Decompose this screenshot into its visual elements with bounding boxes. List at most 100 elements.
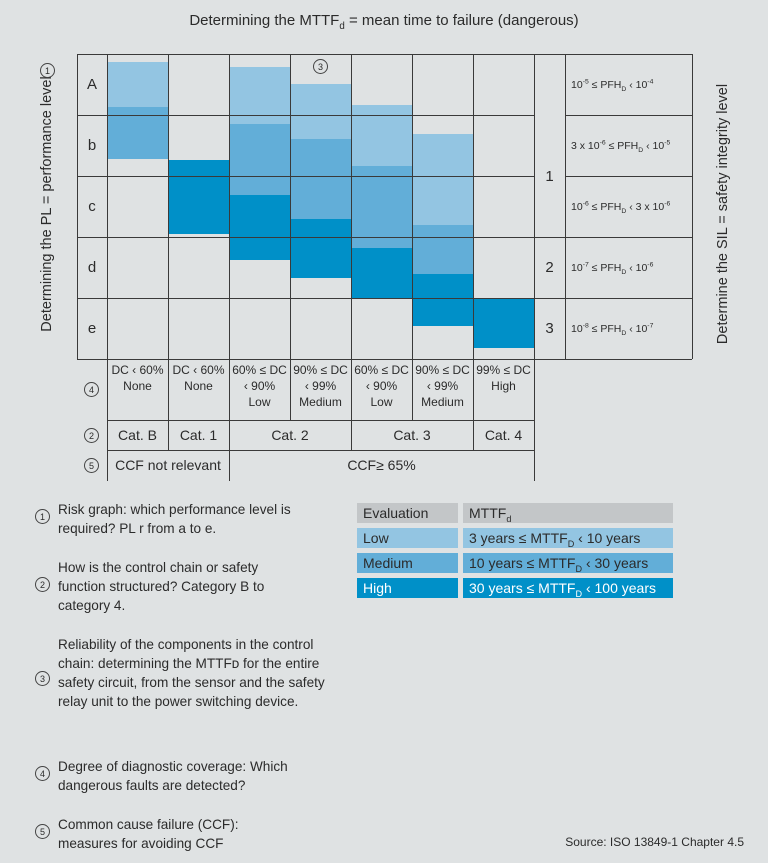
category-4: Cat. 4 (484, 427, 523, 443)
legend-header-evaluation: Evaluation (357, 503, 458, 523)
pfh-range: 3 x 10-6 ≤ PFHD ‹ 10-5 (571, 139, 671, 154)
legend-range: 30 years ≤ MTTFD ‹ 100 years (463, 578, 673, 598)
grid-line (534, 54, 535, 481)
pfh-range: 10-7 ≤ PFHD ‹ 10-6 (571, 261, 654, 276)
sil-2: 2 (545, 259, 554, 276)
grid-line (565, 54, 566, 359)
marker-3-icon: 3 (35, 671, 50, 686)
dc-line: 90% ≤ DC (415, 363, 470, 377)
dc-line: Medium (299, 395, 342, 409)
category-2: Cat. 2 (271, 427, 309, 443)
category-3: Cat. 3 (393, 427, 431, 443)
grid-line (290, 54, 291, 420)
grid-line (107, 420, 534, 421)
grid-line (77, 359, 692, 360)
grid-line (77, 54, 78, 359)
dc-line: None (123, 379, 152, 393)
pl-label-d: d (87, 259, 97, 276)
ccf-not-relevant: CCF not relevant (115, 457, 221, 473)
bar-low (230, 67, 290, 124)
bar-high (413, 274, 473, 326)
grid-line (168, 54, 169, 450)
bar-high (474, 298, 534, 348)
pfh-range: 10-6 ≤ PFHD ‹ 3 x 10-6 (571, 200, 671, 215)
dc-line: 99% ≤ DC (476, 363, 531, 377)
note-4: Degree of diagnostic coverage: Which dan… (58, 759, 288, 793)
dc-line: 90% ≤ DC (293, 363, 348, 377)
dc-column: 99% ≤ DC High (473, 359, 534, 420)
marker-1-icon: 1 (40, 63, 55, 78)
marker-2-icon: 2 (35, 577, 50, 592)
bar-low (108, 62, 168, 107)
grid-line (229, 54, 230, 481)
dc-column: DC ‹ 60% None (168, 359, 229, 420)
marker-4-icon: 4 (35, 766, 50, 781)
grid-line (473, 54, 474, 450)
marker-5-icon: 5 (84, 458, 99, 473)
dc-column: 60% ≤ DC ‹ 90% Low (351, 359, 412, 420)
dc-line: Low (248, 395, 271, 409)
bar-high (352, 248, 412, 298)
grid-line (77, 176, 535, 177)
category-1: Cat. 1 (179, 427, 218, 443)
dc-column: 90% ≤ DC ‹ 99% Medium (412, 359, 473, 420)
marker-1-icon: 1 (35, 509, 50, 524)
sil-3: 3 (545, 320, 554, 337)
note-3: Reliability of the components in the con… (58, 637, 325, 709)
dc-line: None (184, 379, 213, 393)
note-2: How is the control chain or safety funct… (58, 560, 265, 613)
bar-medium (352, 166, 412, 248)
dc-line: ‹ 99% (304, 379, 337, 393)
ccf-65: CCF≥ 65% (347, 457, 416, 473)
legend-label: High (357, 578, 458, 598)
dc-line: Low (370, 395, 393, 409)
pfh-range: 10-5 ≤ PFHD ‹ 10-4 (571, 78, 654, 93)
grid-line (692, 54, 693, 359)
dc-line: ‹ 99% (426, 379, 459, 393)
legend-range: 3 years ≤ MTTFD ‹ 10 years (463, 528, 673, 548)
pl-label-a: A (86, 76, 97, 93)
grid-line (351, 54, 352, 450)
dc-line: DC ‹ 60% (172, 363, 225, 377)
dc-line: Medium (421, 395, 464, 409)
dc-column: DC ‹ 60% None (107, 359, 168, 420)
right-axis-label: Determine the SIL = safety integrity lev… (715, 83, 731, 345)
bar-medium (413, 225, 473, 274)
grid-line (412, 54, 413, 420)
legend-header-mttf: MTTFd (463, 503, 673, 523)
pl-label-b: b (87, 137, 97, 154)
pl-label-c: c (88, 198, 96, 215)
note-5: Common cause failure (CCF): measures for… (58, 817, 239, 851)
dc-column: 90% ≤ DC ‹ 99% Medium (290, 359, 351, 420)
source-note: Source: ISO 13849-1 Chapter 4.5 (565, 835, 744, 849)
diagram-title: Determining the MTTFd = mean time to fai… (189, 12, 579, 32)
grid-line (77, 54, 692, 55)
grid-line (77, 237, 692, 238)
note-1: Risk graph: which performance level is r… (58, 502, 291, 536)
dc-column: 60% ≤ DC ‹ 90% Low (229, 359, 290, 420)
grid-line (107, 450, 534, 451)
bar-high (169, 160, 229, 234)
marker-3-icon: 3 (313, 59, 328, 74)
bar-medium (291, 139, 351, 219)
left-axis-label: Determining the PL = performance level (39, 76, 55, 332)
dc-line: High (491, 379, 516, 393)
grid-line (107, 54, 108, 481)
marker-5-icon: 5 (35, 824, 50, 839)
legend-range: 10 years ≤ MTTFD ‹ 30 years (463, 553, 673, 573)
bar-medium (230, 124, 290, 195)
dc-line: 60% ≤ DC (354, 363, 409, 377)
bar-low (291, 84, 351, 139)
dc-line: DC ‹ 60% (111, 363, 164, 377)
bar-high (230, 195, 290, 260)
category-b: Cat. B (118, 427, 157, 443)
grid-line (77, 298, 692, 299)
grid-line (565, 176, 692, 177)
grid-line (77, 115, 535, 116)
bar-high (291, 219, 351, 278)
marker-2-icon: 2 (84, 428, 99, 443)
bar-low (413, 134, 473, 225)
dc-line: 60% ≤ DC (232, 363, 287, 377)
legend-label: Medium (357, 553, 458, 573)
pfh-range: 10-8 ≤ PFHD ‹ 10-7 (571, 322, 654, 337)
